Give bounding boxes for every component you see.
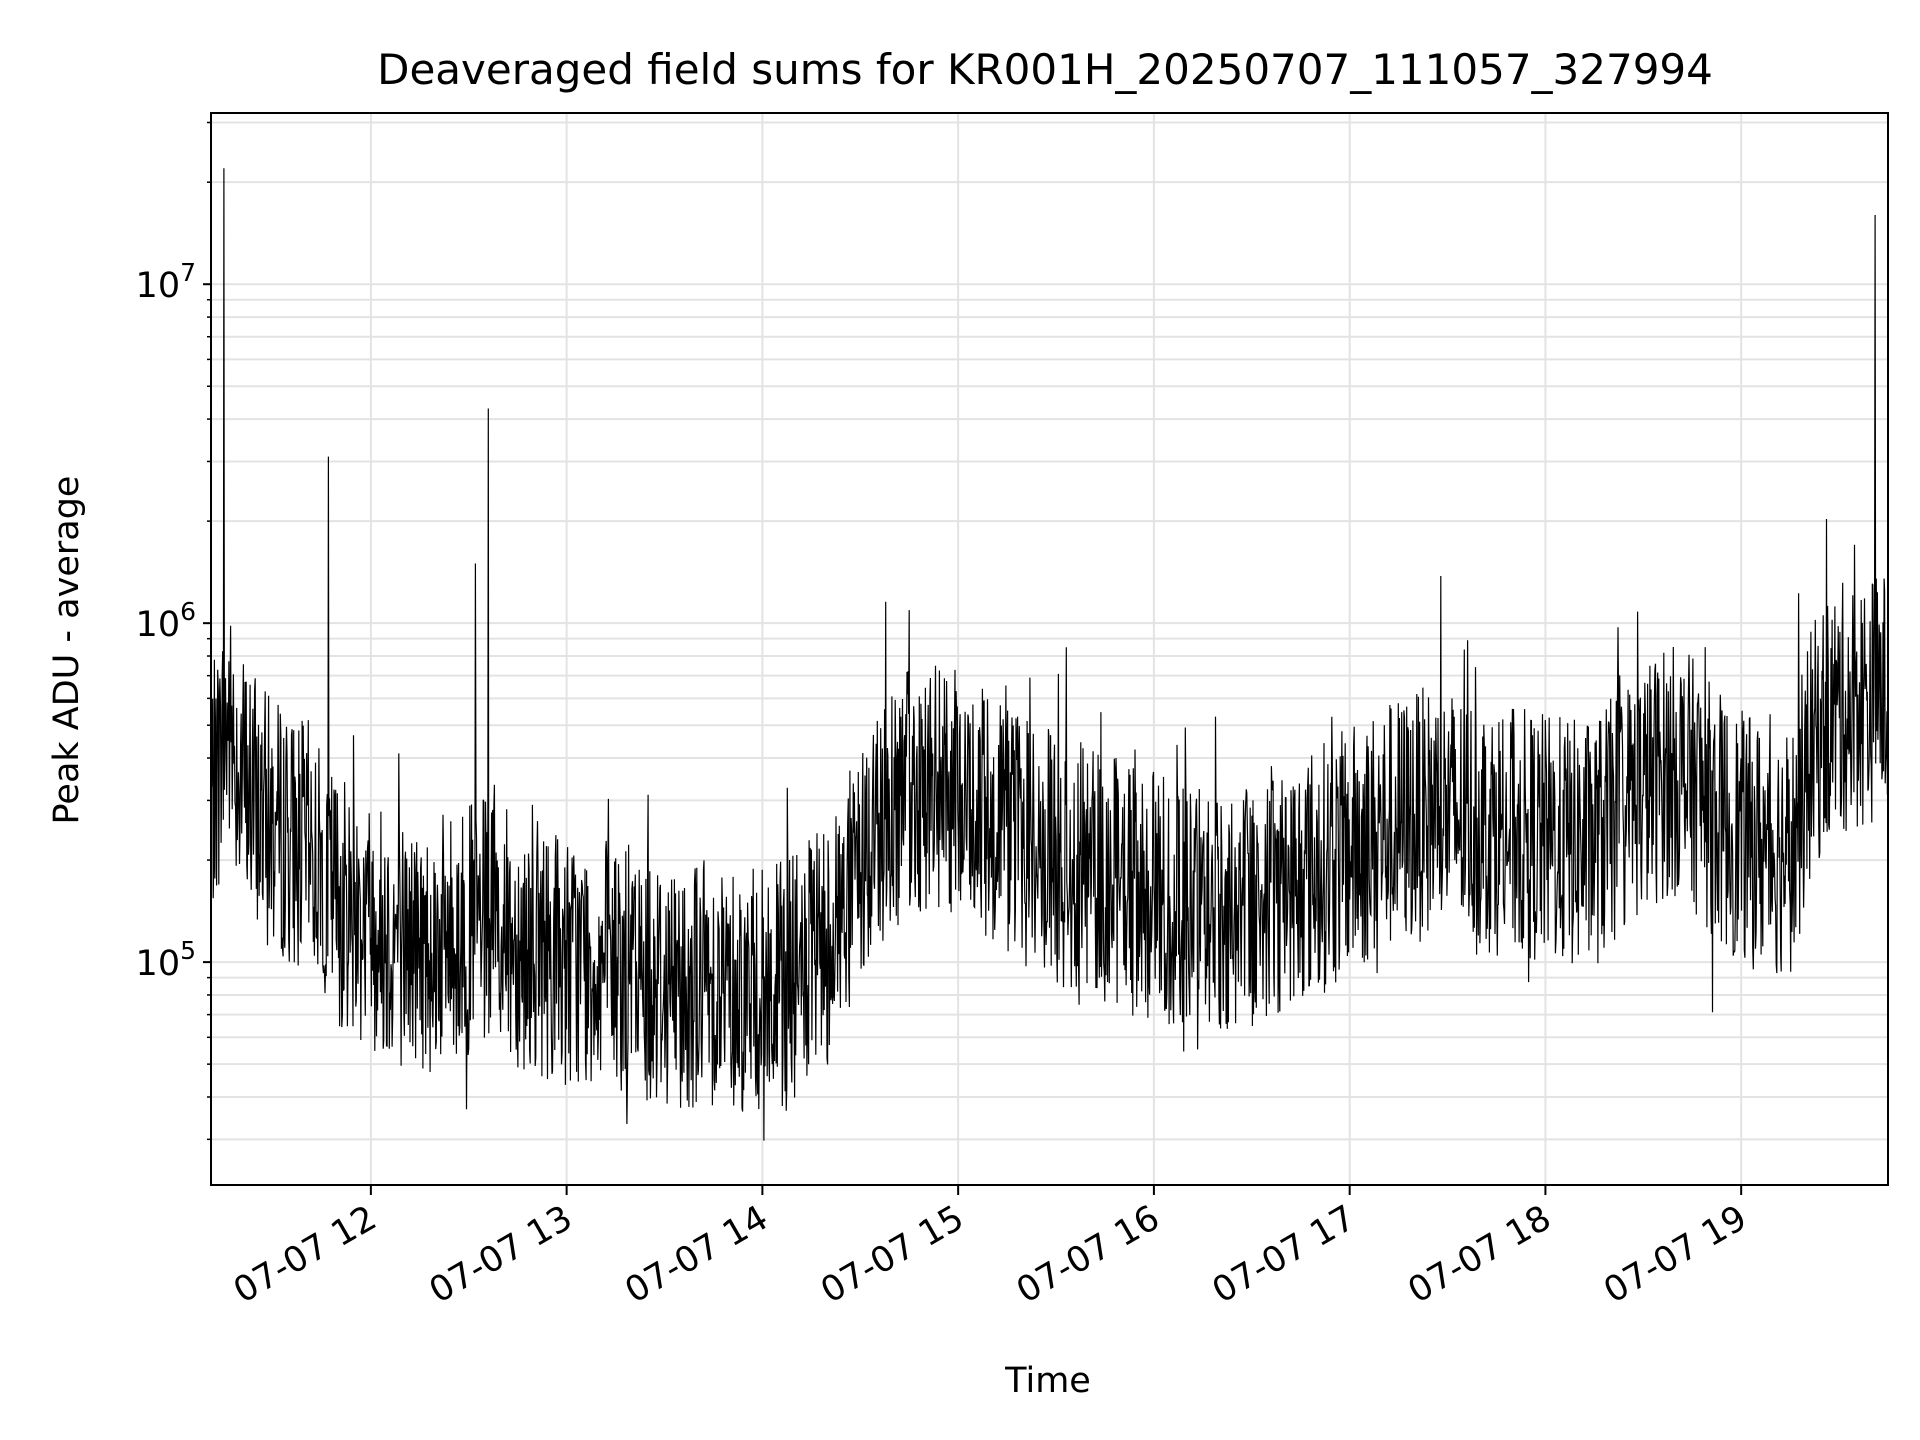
- chart-title: Deaveraged field sums for KR001H_2025070…: [377, 45, 1713, 94]
- y-tick-exponent: 5: [180, 936, 196, 965]
- y-tick-label: 106: [136, 597, 196, 645]
- y-axis-label: Peak ADU - average: [47, 476, 87, 825]
- plot-frame: [210, 112, 1889, 1186]
- y-tick-base: 10: [136, 605, 181, 645]
- y-tick-exponent: 7: [180, 258, 196, 287]
- y-tick-base: 10: [136, 266, 181, 306]
- data-line: [210, 168, 1889, 1141]
- series-line: [210, 168, 1889, 1141]
- y-tick-exponent: 6: [180, 597, 196, 626]
- x-axis-label: Time: [1004, 1361, 1091, 1401]
- y-tick-label: 107: [136, 258, 196, 306]
- y-tick-base: 10: [136, 944, 181, 984]
- y-tick-label: 105: [136, 936, 196, 984]
